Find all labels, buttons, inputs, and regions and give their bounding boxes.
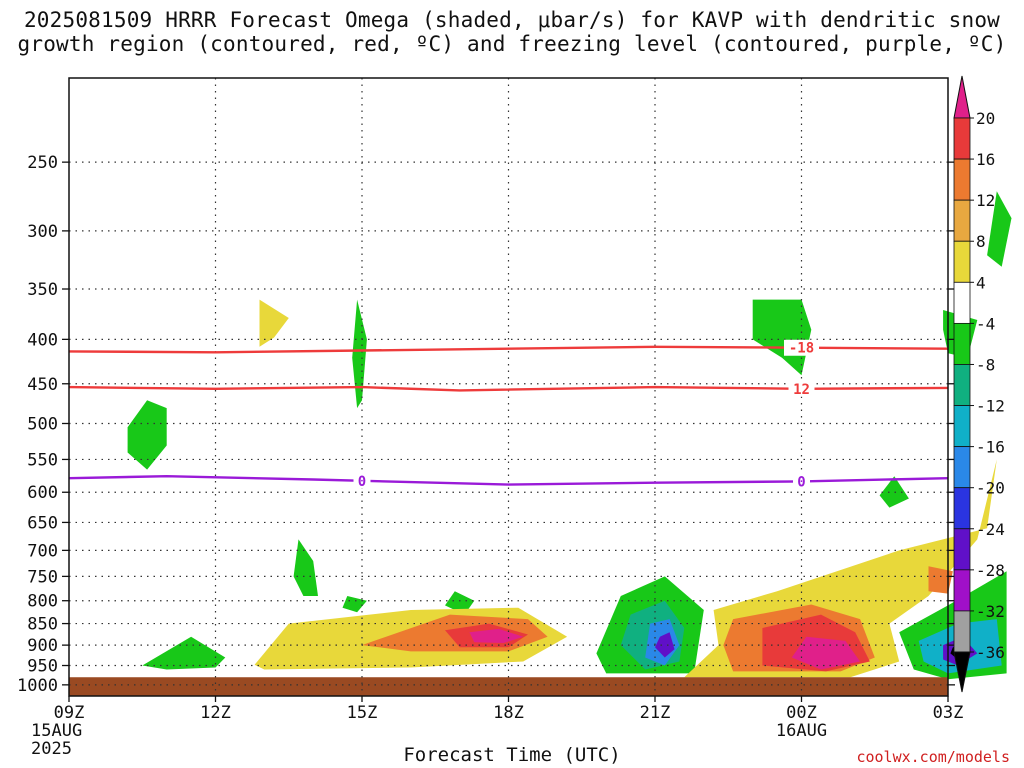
y-tick-label: 250 [27,153,58,173]
colorbar-swatch-4 [953,240,971,283]
ground-rect [69,677,948,696]
colorbar-swatch-1 [953,117,971,160]
colorbar-label: -24 [976,520,1005,539]
colorbar-swatch-9 [953,446,971,489]
colorbar-label: -4 [976,314,995,333]
y-tick-label: 700 [27,541,58,561]
colorbar-label: 12 [976,191,995,210]
colorbar-swatch-8 [953,405,971,448]
colorbar-label: -20 [976,479,1005,498]
colorbar-label: 4 [976,273,986,292]
chart-title-line-2: growth region (contoured, red, ºC) and f… [17,32,1007,56]
y-tick-label: 400 [27,330,58,350]
colorbar-label: -16 [976,438,1005,457]
x-tick-label: 00Z [786,703,817,723]
y-tick-label: 500 [27,414,58,434]
credit-link[interactable]: coolwx.com/models [856,748,1010,766]
x-tick-label: 03Z [933,703,964,723]
omega-region-23 [928,566,953,594]
omega-region-6 [879,476,909,508]
colorbar-label: -28 [976,561,1005,580]
omega-region-3 [752,299,812,376]
colorbar-swatch-11 [953,528,971,571]
contour-label: 12 [793,382,810,398]
y-tick-label: 550 [27,450,58,470]
ground-layer [69,677,948,696]
x-tick-label: 21Z [640,703,671,723]
y-axis-ticks: 2503003504004505005506006507007508008509… [17,153,955,696]
contour-layer: -18-181212000 [68,339,949,490]
x-tick-sublabel: 2025 [31,739,72,759]
contour-label-bg [793,473,810,490]
colorbar-label: 8 [976,232,986,251]
y-tick-label: 350 [27,280,58,300]
y-tick-label: 600 [27,483,58,503]
colorbar-swatch-5 [953,281,971,324]
y-tick-label: 300 [27,222,58,242]
omega-region-8 [342,596,367,613]
dendritic-contour-1 [68,385,949,392]
omega-region-10 [142,636,226,670]
x-tick-label: 18Z [493,703,524,723]
x-tick-label: 12Z [200,703,231,723]
x-tick-sublabel: 16AUG [776,721,827,741]
colorbar-label: -36 [976,643,1005,662]
y-tick-label: 900 [27,636,58,656]
contour-label: 0 [797,474,805,490]
omega-shading-layer [127,191,1012,680]
colorbar-bottom-arrow [953,651,971,693]
colorbar-swatch-13 [953,610,971,653]
colorbar-swatch-7 [953,364,971,406]
colorbar-swatch-10 [953,487,971,530]
x-axis-title: Forecast Time (UTC) [403,744,621,766]
colorbar-label: 16 [976,150,995,169]
contour-label: 0 [358,474,366,490]
x-tick-label: 15Z [347,703,378,723]
colorbar-swatch-2 [953,158,971,201]
omega-region-1 [259,299,289,347]
colorbar-label: -32 [976,602,1005,621]
y-tick-label: 450 [27,375,58,395]
colorbar-top-arrow [953,75,971,119]
y-tick-label: 750 [27,567,58,587]
colorbar-swatch-12 [953,569,971,612]
colorbar-swatch-6 [953,322,971,365]
omega-region-9 [445,591,475,615]
grid-layer [69,78,948,696]
contour-label: -18 [789,341,814,357]
chart-title-line-1: 2025081509 HRRR Forecast Omega (shaded, … [23,8,1001,32]
colorbar-swatch-3 [953,199,971,242]
omega-region-18 [655,632,675,658]
contour-label-bg [788,380,815,397]
contour-label-bg [353,472,371,489]
omega-region-14 [469,628,524,643]
y-tick-label: 850 [27,615,58,635]
y-tick-label: 800 [27,592,58,612]
freezing-contour-2 [68,474,949,486]
colorbar-label: -8 [976,355,995,374]
colorbar-label: 20 [976,109,995,128]
omega-region-0 [127,400,167,470]
y-tick-label: 650 [27,513,58,533]
colorbar: 20 16 12 8 4 -4 -8 -12 -16 -20 -24 -28 -32 -36 [953,75,1005,693]
colorbar-label: -12 [976,397,1005,416]
omega-region-2 [352,299,367,409]
x-tick-label: 09Z [54,703,85,723]
contour-label-bg [784,339,819,356]
y-tick-label: 1000 [17,676,58,696]
omega-region-7 [293,539,318,596]
y-tick-label: 950 [27,657,58,677]
x-tick-sublabel: 15AUG [31,721,82,741]
omega-region-5 [987,191,1012,267]
